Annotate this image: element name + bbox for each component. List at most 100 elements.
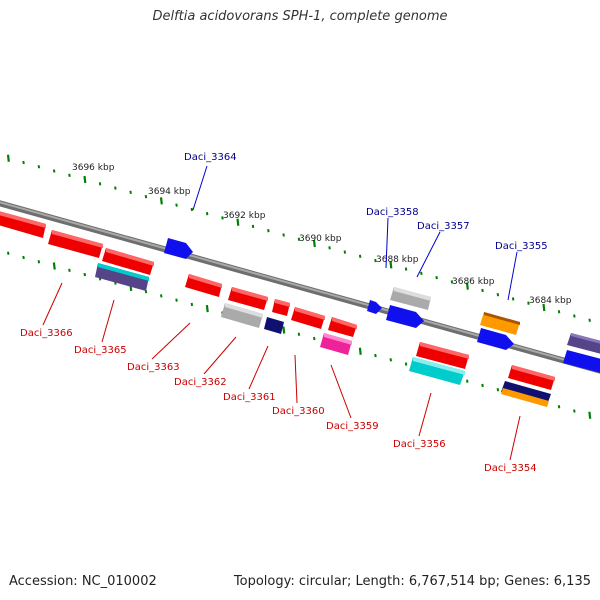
gene-daci-3354[interactable] — [501, 381, 551, 407]
ruler-tick — [496, 293, 500, 297]
gene-daci-3359[interactable] — [320, 333, 352, 355]
gene-daci-3366[interactable] — [0, 210, 46, 238]
ruler-tick — [37, 165, 41, 169]
gene-label[interactable]: Daci_3365 — [74, 345, 127, 356]
ruler-tick — [496, 388, 500, 392]
gene-daci-3355[interactable] — [480, 312, 520, 335]
ruler-tick — [282, 233, 285, 237]
ruler-tick — [175, 298, 178, 302]
ruler-tick — [7, 251, 10, 255]
ruler-tick — [389, 358, 392, 362]
ruler-tick — [404, 267, 408, 271]
ruler-tick — [465, 282, 469, 290]
ruler-tick — [297, 332, 301, 336]
gene-daci-3358-a[interactable] — [367, 300, 382, 314]
ruler-label: 3690 kbp — [299, 234, 342, 244]
gene-daci-3365[interactable] — [48, 230, 103, 258]
ruler-tick — [205, 305, 209, 313]
ruler-tick — [511, 297, 515, 301]
ruler-tick — [144, 194, 148, 199]
ruler-tick — [160, 294, 163, 298]
ruler-tick — [68, 268, 71, 272]
ruler-tick — [52, 262, 56, 270]
gene-daci-3361[interactable] — [272, 299, 290, 316]
ruler-tick — [114, 186, 117, 190]
ruler-tick — [374, 353, 377, 358]
ruler-tick — [98, 182, 102, 186]
ruler-tick — [404, 362, 408, 366]
ruler-tick — [358, 347, 362, 355]
ruler-tick — [328, 246, 331, 250]
ruler-tick — [68, 173, 71, 177]
gene-daci-3362[interactable] — [228, 287, 268, 310]
ruler-tick — [542, 303, 546, 312]
gene-edge-blue[interactable] — [563, 350, 600, 374]
gene-daci-3356-a[interactable] — [416, 342, 469, 369]
genome-summary-text: Topology: circular; Length: 6,767,514 bp… — [233, 574, 591, 589]
ruler-tick — [175, 203, 178, 207]
gene-daci-3356[interactable] — [409, 357, 465, 385]
gene-label[interactable]: Daci_3361 — [223, 392, 276, 403]
gene-daci-3357[interactable] — [386, 305, 424, 328]
gene-daci-3365-b[interactable] — [95, 263, 149, 291]
gene-label[interactable]: Daci_3359 — [326, 421, 379, 432]
gene-daci-3355-b[interactable] — [477, 328, 514, 350]
ruler-tick — [236, 218, 240, 226]
ruler-tick — [374, 258, 377, 263]
ruler-tick — [205, 211, 209, 216]
gene-label[interactable]: Daci_3355 — [495, 241, 548, 252]
ruler-tick — [573, 409, 576, 413]
ruler-tick — [420, 271, 423, 276]
gene-daci-3363-a[interactable] — [102, 248, 154, 275]
ruler-tick — [52, 169, 56, 173]
ruler-tick — [83, 272, 86, 277]
gene-daci-3362-b[interactable] — [221, 303, 263, 328]
ruler-tick — [297, 237, 301, 241]
gene-label[interactable]: Daci_3356 — [393, 439, 446, 450]
ruler-tick — [527, 301, 530, 305]
gene-daci-3364[interactable] — [164, 238, 193, 259]
gene-daci-3359-a[interactable] — [328, 317, 357, 337]
ruler-tick — [190, 302, 194, 307]
ruler-tick — [557, 310, 561, 314]
gene-label[interactable]: Daci_3360 — [272, 406, 325, 417]
ruler-tick — [251, 224, 255, 229]
label-leader-lines — [42, 165, 521, 461]
gene-label[interactable]: Daci_3358 — [366, 207, 419, 218]
ruler-tick — [481, 383, 484, 388]
gene-label[interactable]: Daci_3364 — [184, 152, 237, 163]
ruler-tick — [22, 255, 25, 260]
gene-features — [0, 210, 600, 407]
ruler-tick — [573, 314, 576, 318]
ruler-tick — [312, 239, 316, 248]
gene-daci-3361-b[interactable] — [264, 317, 284, 334]
ruler-tick — [267, 229, 270, 233]
ruler-tick — [282, 326, 286, 334]
gene-label[interactable]: Daci_3363 — [127, 362, 180, 373]
ruler-tick — [466, 379, 469, 383]
ruler-tick — [83, 175, 87, 184]
ruler-label: 3688 kbp — [376, 255, 419, 265]
ruler-tick — [6, 154, 10, 162]
gene-label[interactable]: Daci_3362 — [174, 377, 227, 388]
ruler-tick — [557, 405, 561, 409]
ruler-tick — [481, 288, 484, 293]
gene-daci-3358[interactable] — [390, 287, 431, 310]
gene-label[interactable]: Daci_3354 — [484, 463, 537, 474]
ruler-tick — [435, 275, 438, 280]
ruler-tick — [588, 318, 591, 322]
gene-daci-3360[interactable] — [291, 307, 325, 329]
accession-text: Accession: NC_010002 — [9, 574, 157, 589]
gene-daci-3363[interactable] — [185, 274, 222, 297]
gene-label[interactable]: Daci_3357 — [417, 221, 470, 232]
ruler-tick — [313, 336, 316, 341]
ruler-label: 3694 kbp — [148, 187, 191, 197]
gene-edge-slate[interactable] — [567, 333, 600, 355]
gene-label[interactable]: Daci_3366 — [20, 328, 73, 339]
ruler-tick — [22, 160, 25, 165]
ruler-tick — [450, 280, 454, 284]
ruler-tick — [129, 190, 132, 195]
gene-daci-3354-a[interactable] — [508, 365, 555, 390]
ruler-label: 3692 kbp — [223, 211, 266, 221]
ruler-tick — [37, 260, 41, 264]
